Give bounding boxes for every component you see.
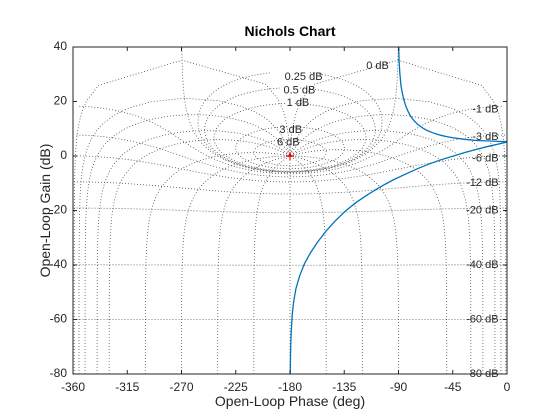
grid-phase-contour (289, 114, 496, 374)
x-tick-label: 0 (504, 380, 511, 394)
grid-label: -3 dB (472, 131, 498, 143)
grid-phase-contour (217, 155, 290, 374)
x-axis-label: Open-Loop Phase (deg) (215, 393, 365, 409)
grid-layer (73, 47, 507, 374)
x-tick-label: -90 (390, 380, 408, 394)
critical-point-marker (286, 152, 294, 160)
series-line (398, 47, 507, 143)
grid-phase-contour (181, 155, 290, 374)
grid-label: 3 dB (279, 124, 302, 136)
grid-label: -12 dB (466, 177, 498, 189)
grid-magnitude-contour (74, 155, 506, 183)
grid-magnitude-contour (78, 105, 502, 175)
grid-phase-contour (96, 130, 291, 374)
tick-layer: -360 -315 -270 -225 -180 -135 -90 -45 0 -80 -60 -40… (50, 39, 511, 394)
y-tick-label: 40 (54, 39, 68, 53)
grid-label: -6 dB (472, 153, 498, 165)
x-tick-label: -315 (115, 380, 139, 394)
grid-label: -40 dB (466, 259, 498, 271)
grid-label-layer: 0 dB 0.25 dB 0.5 dB1 dB 3 dB6 dB -1 dB -3 dB -… (277, 60, 499, 380)
x-tick-label: -135 (332, 380, 356, 394)
grid-label: 1 dB (287, 97, 310, 109)
grid-label: -1 dB (472, 104, 498, 116)
x-tick-label: -360 (61, 380, 85, 394)
x-tick-label: -225 (224, 380, 248, 394)
y-axis-label: Open-Loop Gain (dB) (37, 144, 53, 278)
grid-magnitude-contour (73, 207, 507, 214)
chart-title: Nichols Chart (244, 23, 335, 39)
y-tick-label: 20 (54, 94, 68, 108)
grid-phase-contour (290, 149, 448, 374)
grid-phase-contour (78, 97, 291, 374)
series-line (289, 141, 507, 374)
grid-magnitude-contour (253, 139, 327, 167)
x-tick-label: -45 (444, 380, 462, 394)
grid-magnitude-contour (197, 72, 383, 173)
grid-magnitude-contour (213, 103, 367, 172)
y-tick-label: -80 (50, 366, 68, 380)
grid-magnitude-contour (235, 126, 345, 170)
grid-phase-contour (290, 155, 363, 374)
x-tick-label: -270 (169, 380, 193, 394)
x-tick-label: -180 (278, 380, 302, 394)
grid-phase-contour (144, 152, 290, 374)
grid-phase-contour (253, 155, 290, 374)
grid-phase-contour (290, 155, 327, 374)
grid-phase-contour (84, 114, 291, 374)
y-tick-label: -60 (50, 312, 68, 326)
grid-phase-contour (290, 155, 399, 374)
grid-magnitude-contour (75, 134, 505, 178)
grid-label: -20 dB (466, 204, 498, 216)
grid-phase-contour (108, 139, 290, 374)
grid-phase-contour (289, 97, 502, 374)
y-tick-label: 0 (60, 148, 67, 162)
grid-phase-contour (289, 130, 484, 374)
grid-label: 6 dB (277, 136, 300, 148)
grid-label: -60 dB (466, 313, 498, 325)
grid-label: 0 dB (366, 60, 389, 72)
grid-label: 0.5 dB (284, 85, 316, 97)
grid-label: 0.25 dB (285, 71, 323, 83)
y-tick-label: -40 (50, 257, 68, 271)
y-tick-label: -20 (50, 203, 68, 217)
marker-layer (286, 152, 294, 160)
grid-phase-contour (290, 139, 472, 374)
series-layer (289, 47, 507, 374)
